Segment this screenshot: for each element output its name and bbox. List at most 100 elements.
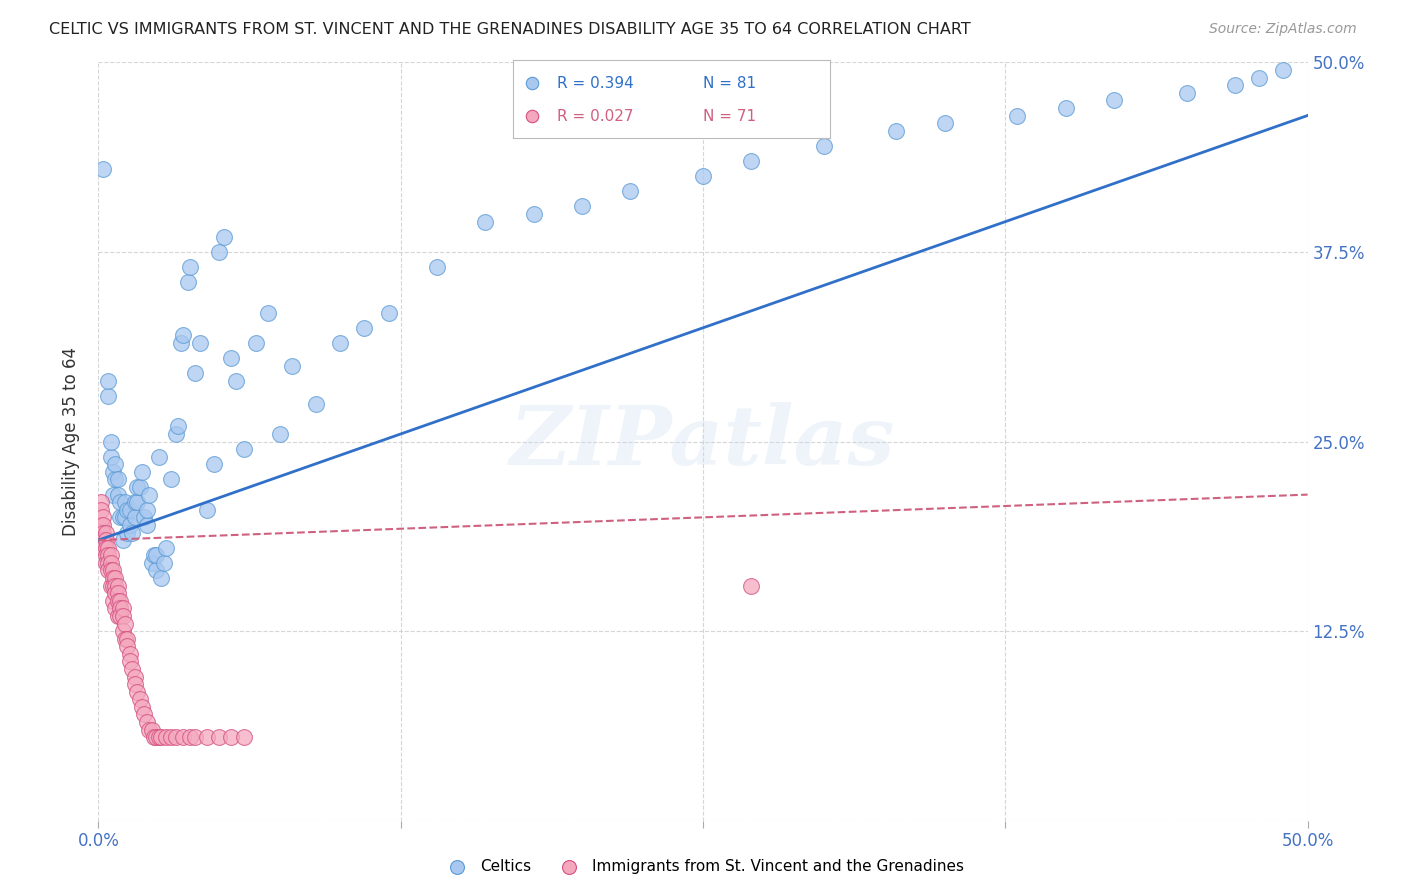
Point <box>121 525 143 540</box>
Point <box>97 374 120 388</box>
Text: CELTIC VS IMMIGRANTS FROM ST. VINCENT AND THE GRENADINES DISABILITY AGE 35 TO 64: CELTIC VS IMMIGRANTS FROM ST. VINCENT AN… <box>49 22 972 37</box>
Y-axis label: Disability Age 35 to 64: Disability Age 35 to 64 <box>62 347 80 536</box>
Point <box>1007 108 1029 122</box>
Point <box>135 517 157 532</box>
Point <box>124 677 146 691</box>
Point <box>165 730 187 744</box>
Point <box>177 275 200 289</box>
Point <box>138 723 160 737</box>
Point <box>101 564 124 578</box>
Point <box>619 184 641 198</box>
Point <box>101 487 124 501</box>
Text: R = 0.027: R = 0.027 <box>557 109 634 124</box>
Point <box>124 510 146 524</box>
Point <box>305 396 328 410</box>
Point <box>155 541 177 555</box>
Point <box>97 389 120 403</box>
Point <box>208 244 231 259</box>
Point <box>256 305 278 319</box>
Point <box>172 730 194 744</box>
Point <box>135 503 157 517</box>
Point <box>195 503 218 517</box>
Point <box>117 503 139 517</box>
Point <box>128 480 150 494</box>
Point <box>1223 78 1246 92</box>
Point <box>232 730 254 744</box>
Point <box>121 662 143 676</box>
Point <box>204 458 226 472</box>
Point <box>118 517 141 532</box>
Point <box>114 632 136 646</box>
Point <box>169 335 191 350</box>
Point <box>107 586 129 600</box>
Point <box>150 571 173 585</box>
Point <box>104 579 127 593</box>
Point <box>188 335 211 350</box>
Point <box>117 632 139 646</box>
Point <box>886 123 908 137</box>
Point <box>104 601 127 615</box>
Point <box>114 616 136 631</box>
Point <box>107 487 129 501</box>
Point <box>114 510 136 524</box>
Text: N = 81: N = 81 <box>703 76 756 91</box>
Text: ZIPatlas: ZIPatlas <box>510 401 896 482</box>
Point <box>124 669 146 683</box>
Point <box>212 229 235 244</box>
Point <box>179 730 201 744</box>
Point <box>104 586 127 600</box>
Legend: Celtics, Immigrants from St. Vincent and the Grenadines: Celtics, Immigrants from St. Vincent and… <box>436 853 970 880</box>
Point <box>91 525 114 540</box>
Point <box>523 207 546 221</box>
Point <box>138 487 160 501</box>
Point <box>221 351 243 366</box>
Point <box>143 730 166 744</box>
Point <box>377 305 399 319</box>
Point <box>160 730 183 744</box>
Point <box>1054 101 1077 115</box>
Text: Source: ZipAtlas.com: Source: ZipAtlas.com <box>1209 22 1357 37</box>
Point <box>184 366 207 380</box>
Point <box>100 548 122 563</box>
Point <box>128 692 150 706</box>
Point <box>108 601 131 615</box>
Point <box>1102 94 1125 108</box>
Point <box>124 495 146 509</box>
Point <box>111 608 134 623</box>
Point <box>100 564 122 578</box>
Point <box>117 525 139 540</box>
Point <box>148 450 170 464</box>
Point <box>474 214 496 228</box>
Point <box>107 608 129 623</box>
Point <box>148 730 170 744</box>
Point <box>934 116 956 130</box>
Point <box>101 579 124 593</box>
Point <box>353 320 375 334</box>
Point <box>90 533 112 548</box>
Point <box>101 571 124 585</box>
Point <box>114 495 136 509</box>
Point <box>813 138 835 153</box>
Point <box>97 548 120 563</box>
Point <box>90 503 112 517</box>
Point <box>127 685 149 699</box>
Point <box>172 328 194 343</box>
Point <box>135 715 157 730</box>
Point <box>167 419 190 434</box>
Point <box>1175 86 1198 100</box>
Point <box>520 109 543 123</box>
Point <box>160 473 183 487</box>
Point <box>111 624 134 639</box>
Point <box>108 510 131 524</box>
Point <box>134 510 156 524</box>
Point <box>426 260 449 275</box>
Point <box>269 427 291 442</box>
Point <box>111 533 134 548</box>
Point <box>145 548 167 563</box>
Text: R = 0.394: R = 0.394 <box>557 76 634 91</box>
Point <box>134 707 156 722</box>
Point <box>104 571 127 585</box>
Point <box>107 594 129 608</box>
Point <box>131 699 153 714</box>
Point <box>143 548 166 563</box>
